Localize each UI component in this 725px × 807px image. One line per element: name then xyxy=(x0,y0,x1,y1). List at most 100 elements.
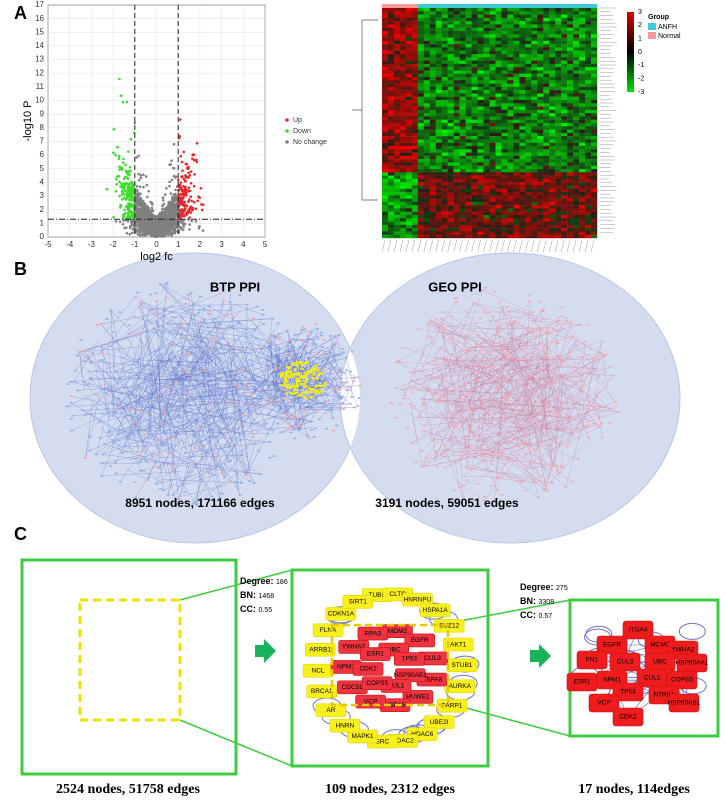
x-tick-label: 5 xyxy=(263,240,268,249)
point xyxy=(137,173,140,176)
node xyxy=(498,302,501,304)
node xyxy=(473,375,476,377)
node xyxy=(228,301,231,303)
node xyxy=(233,401,236,403)
node xyxy=(194,447,197,449)
node xyxy=(425,457,428,459)
node xyxy=(255,413,258,415)
node xyxy=(546,350,549,352)
core-node xyxy=(302,375,305,377)
venn-caption: 8951 nodes, 171166 edges xyxy=(125,496,275,510)
node xyxy=(291,338,294,340)
node xyxy=(484,287,487,289)
node xyxy=(98,360,101,362)
node xyxy=(302,326,305,328)
node xyxy=(245,456,248,458)
node xyxy=(121,452,124,454)
node xyxy=(232,316,235,318)
node xyxy=(436,466,439,468)
node xyxy=(285,351,288,353)
node xyxy=(164,329,167,331)
node xyxy=(452,427,455,429)
point xyxy=(188,228,191,231)
node xyxy=(161,375,164,377)
node xyxy=(276,373,279,375)
node xyxy=(501,348,504,350)
node xyxy=(159,443,162,445)
core-node xyxy=(291,393,294,395)
node xyxy=(157,355,160,357)
node xyxy=(293,334,296,336)
node xyxy=(168,452,171,454)
node xyxy=(588,402,591,404)
node xyxy=(519,482,522,484)
node xyxy=(425,466,428,468)
node xyxy=(71,415,74,417)
node xyxy=(132,432,135,434)
node xyxy=(477,439,480,441)
node xyxy=(456,398,459,400)
node xyxy=(213,343,216,345)
x-tick-label: 3 xyxy=(219,240,224,249)
node xyxy=(422,461,425,463)
node xyxy=(168,439,171,441)
node xyxy=(127,408,130,410)
node xyxy=(489,342,492,344)
node xyxy=(172,466,175,468)
node xyxy=(564,486,567,488)
node xyxy=(149,294,152,296)
y-tick-label: 3 xyxy=(40,191,45,200)
node xyxy=(482,309,485,311)
node xyxy=(477,335,480,337)
node xyxy=(560,467,563,469)
node xyxy=(563,426,566,428)
node xyxy=(568,429,571,431)
node xyxy=(256,423,259,425)
node xyxy=(107,432,110,434)
node xyxy=(337,334,340,336)
node xyxy=(155,430,158,432)
point xyxy=(136,185,139,188)
node xyxy=(397,360,400,362)
y-tick-label: 14 xyxy=(35,41,44,50)
node xyxy=(305,344,308,346)
core-node xyxy=(309,397,312,399)
node xyxy=(486,365,489,367)
node xyxy=(197,312,200,314)
node xyxy=(439,396,442,398)
core-node xyxy=(312,377,315,379)
node xyxy=(571,434,574,436)
node xyxy=(171,341,174,343)
node xyxy=(246,304,249,306)
node xyxy=(473,330,476,332)
node xyxy=(567,419,570,421)
x-tick-label: -2 xyxy=(110,240,118,249)
node xyxy=(274,350,277,352)
node xyxy=(349,371,352,373)
node xyxy=(109,465,112,467)
node xyxy=(267,413,270,415)
node xyxy=(158,430,161,432)
node xyxy=(467,405,470,407)
core-node xyxy=(313,369,316,371)
node xyxy=(198,412,201,414)
point xyxy=(182,210,185,213)
core-node xyxy=(309,391,312,393)
node xyxy=(204,350,207,352)
core-node xyxy=(300,383,303,385)
node xyxy=(528,376,531,378)
x-tick-label: 2 xyxy=(198,240,203,249)
node xyxy=(492,316,495,318)
node xyxy=(531,482,534,484)
node xyxy=(309,421,312,423)
node xyxy=(271,402,274,404)
node xyxy=(489,463,492,465)
node xyxy=(84,457,87,459)
node xyxy=(560,465,563,467)
node xyxy=(220,346,223,348)
node xyxy=(423,430,426,432)
node xyxy=(538,301,541,303)
node xyxy=(288,339,291,341)
node xyxy=(476,379,479,381)
node xyxy=(586,324,589,326)
